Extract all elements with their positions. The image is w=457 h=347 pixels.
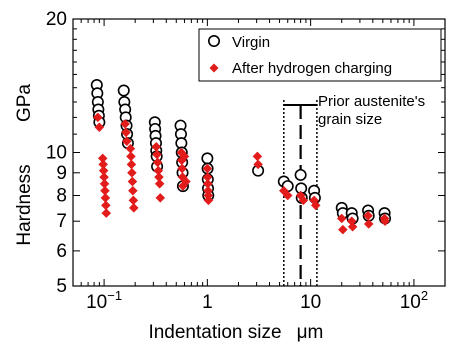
axis-ticks	[72, 18, 446, 287]
hydrogen-point	[252, 151, 263, 162]
hydrogen-point	[282, 190, 293, 201]
y-tick-label: 9	[56, 163, 67, 184]
y-tick-label: 20	[46, 9, 67, 30]
y-axis-unit: GPa	[14, 84, 35, 122]
hydrogen-point	[128, 185, 138, 196]
hydrogen-point	[203, 195, 214, 206]
hydrogen-point	[155, 193, 166, 203]
hydrogen-point	[128, 195, 139, 206]
hydrogen-point	[94, 122, 105, 133]
x-tick-label: 10	[300, 292, 321, 313]
virgin-point	[201, 152, 214, 165]
hydrogen-point	[128, 203, 139, 213]
hydrogen-point	[363, 219, 374, 229]
hydrogen-point	[101, 208, 112, 218]
hydrogen-point	[121, 127, 131, 138]
hydrogen-point	[298, 195, 309, 206]
x-tick-label: 102	[400, 288, 428, 313]
hydrogen-point	[100, 200, 111, 211]
y-tick-label: 8	[56, 185, 67, 206]
legend-hydrogen-label: After hydrogen charging	[232, 60, 392, 77]
hydrogen-point	[121, 136, 132, 147]
hydrogen-point	[336, 213, 347, 224]
legend-virgin-label: Virgin	[232, 34, 270, 51]
legend-hydrogen-marker	[209, 63, 219, 73]
series-after-hydrogen-charging	[92, 112, 390, 235]
hydrogen-point	[337, 224, 348, 235]
hydrogen-point	[154, 178, 165, 189]
hydrogen-point	[253, 159, 263, 170]
hydrogen-point	[380, 216, 390, 227]
annotation-line-1: Prior austenite's	[318, 93, 425, 110]
y-tick-label: 6	[56, 241, 67, 262]
y-tick-label: 7	[56, 211, 67, 232]
x-tick-label: 10−1	[86, 288, 122, 313]
y-tick-label: 5	[56, 276, 67, 297]
hydrogen-point	[127, 176, 138, 187]
data-series	[90, 78, 392, 235]
hydrogen-point	[181, 176, 191, 187]
y-axis-title: Hardness	[14, 164, 35, 245]
hydrogen-point	[126, 151, 136, 162]
legend: Virgin After hydrogen charging	[198, 28, 442, 82]
x-axis-title: Indentation size	[148, 322, 281, 343]
legend-box	[198, 28, 442, 82]
hydrogen-point	[310, 200, 321, 211]
hydrogen-point	[126, 159, 137, 170]
annotation-line-2: grain size	[318, 111, 382, 128]
x-axis-unit: μm	[297, 322, 324, 343]
y-tick-label: 10	[46, 143, 67, 164]
hydrogen-point	[127, 167, 137, 178]
hydrogen-point	[92, 112, 103, 123]
virgin-point	[294, 168, 307, 181]
hydrogen-point	[347, 221, 358, 232]
legend-virgin-marker	[208, 34, 221, 47]
virgin-point	[117, 84, 130, 97]
hydrogen-point	[179, 151, 190, 162]
x-tick-label: 1	[202, 292, 213, 313]
